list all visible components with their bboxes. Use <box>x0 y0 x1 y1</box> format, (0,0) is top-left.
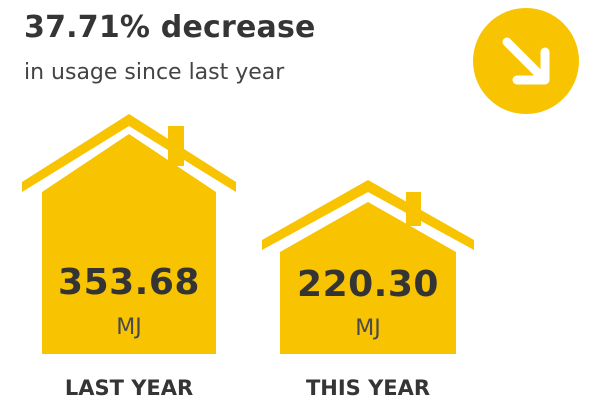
last-year-unit: MJ <box>116 315 142 340</box>
this-year-unit: MJ <box>355 316 381 341</box>
house-this-year-icon <box>262 180 474 354</box>
this-year-caption: THIS YEAR <box>305 376 431 400</box>
house-this-year: 220.30 MJ <box>262 180 474 354</box>
house-last-year-icon <box>22 114 236 354</box>
trend-badge <box>473 8 579 114</box>
last-year-caption: LAST YEAR <box>64 376 194 400</box>
decrease-subline: in usage since last year <box>24 60 285 85</box>
this-year-value: 220.30 <box>297 264 439 305</box>
house-last-year: 353.68 MJ <box>22 114 236 354</box>
last-year-value: 353.68 <box>58 262 200 303</box>
arrow-down-right-icon <box>502 37 550 85</box>
decrease-headline: 37.71% decrease <box>24 10 316 45</box>
